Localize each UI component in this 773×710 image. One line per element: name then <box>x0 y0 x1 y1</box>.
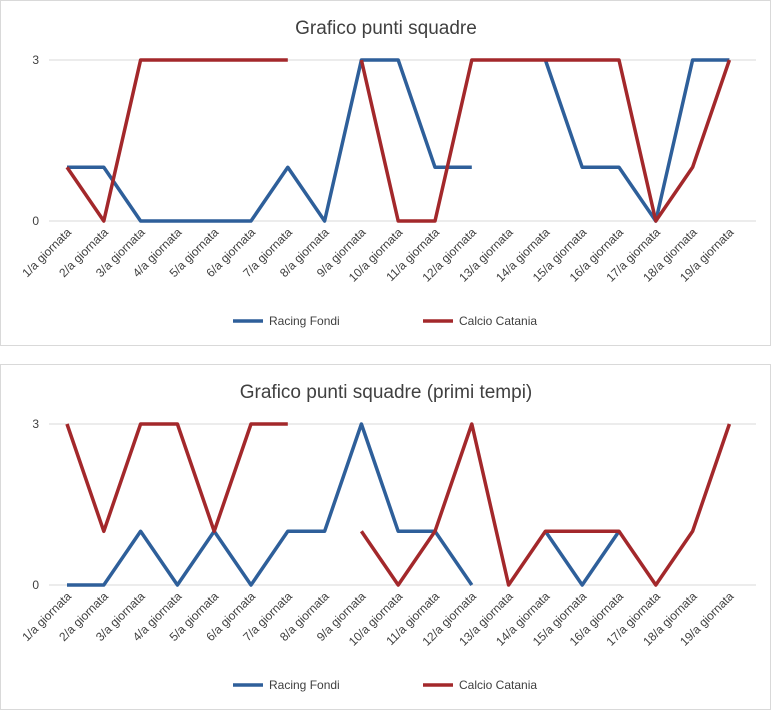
chart-title: Grafico punti squadre <box>295 18 477 39</box>
legend-label: Racing Fondi <box>269 678 340 692</box>
series-line-racing-fondi <box>67 422 621 587</box>
y-tick-label: 3 <box>32 417 39 431</box>
chart-title: Grafico punti squadre (primi tempi) <box>240 382 533 403</box>
legend-label: Calcio Catania <box>459 678 537 692</box>
y-tick-label: 0 <box>32 578 39 592</box>
legend-label: Calcio Catania <box>459 314 537 328</box>
series-line-racing-fondi <box>67 58 730 223</box>
series-line-calcio-catania <box>65 58 732 223</box>
series-line-calcio-catania <box>65 422 732 587</box>
y-tick-label: 3 <box>32 53 39 67</box>
y-tick-label: 0 <box>32 214 39 228</box>
first-half-points-chart: Grafico punti squadre (primi tempi) 03 1… <box>19 382 756 692</box>
points-chart: Grafico punti squadre 03 1/a giornata2/a… <box>19 18 756 328</box>
legend-label: Racing Fondi <box>269 314 340 328</box>
